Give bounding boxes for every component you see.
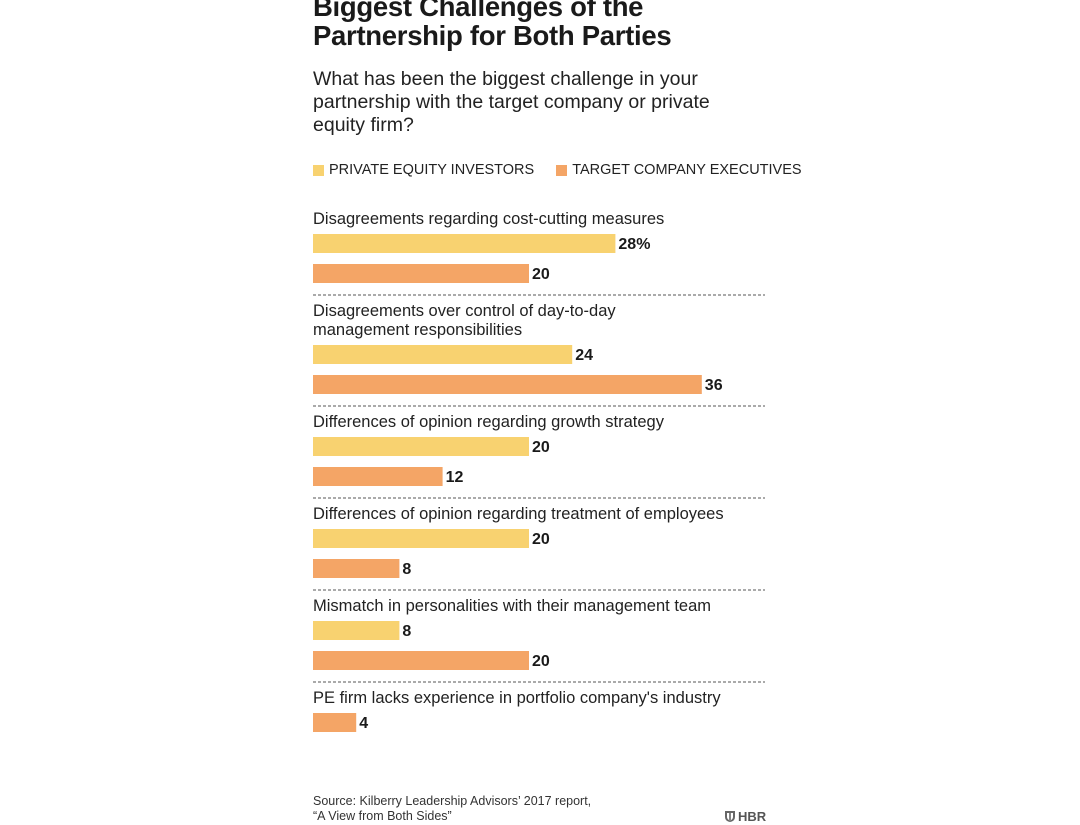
brand-text: HBR	[738, 809, 767, 824]
value-label-3-0: 20	[532, 531, 550, 548]
legend-label-target-executives: TARGET COMPANY EXECUTIVES	[572, 162, 802, 178]
value-label-2-0: 20	[532, 439, 550, 456]
bar-2-1	[313, 467, 443, 486]
legend: PRIVATE EQUITY INVESTORS TARGET COMPANY …	[313, 162, 824, 178]
bar-3-1	[313, 559, 400, 578]
bar-4-0	[313, 621, 400, 640]
value-label-3-1: 8	[402, 561, 411, 578]
legend-label-pe-investors: PRIVATE EQUITY INVESTORS	[329, 162, 535, 178]
bar-0-0	[313, 234, 616, 253]
category-label-3: Differences of opinion regarding treatme…	[313, 505, 724, 523]
value-label-5-1: 4	[359, 715, 368, 732]
legend-swatch-target-executives	[556, 164, 568, 176]
category-label-1: Disagreements over control of day-to-day…	[313, 302, 616, 339]
category-label-2: Differences of opinion regarding growth …	[313, 413, 665, 431]
bar-1-0	[313, 345, 573, 364]
value-label-2-1: 12	[446, 469, 464, 486]
category-label-0: Disagreements regarding cost-cutting mea…	[313, 210, 664, 228]
value-label-0-1: 20	[532, 266, 550, 283]
legend-item-pe-investors: PRIVATE EQUITY INVESTORS	[313, 162, 534, 178]
category-label-5: PE firm lacks experience in portfolio co…	[313, 689, 721, 707]
value-label-4-0: 8	[402, 623, 411, 640]
source-note: Source: Kilberry Leadership Advisors’ 20…	[313, 794, 592, 823]
bar-3-0	[313, 529, 529, 548]
value-label-4-1: 20	[532, 653, 550, 670]
bar-0-1	[313, 264, 529, 283]
bar-5-1	[313, 713, 357, 732]
category-label-4: Mismatch in personalities with their man…	[313, 597, 711, 615]
legend-item-target-executives: TARGET COMPANY EXECUTIVES	[556, 162, 802, 178]
chart-title: Biggest Challenges of the Partnership fo…	[313, 0, 672, 51]
chart-subtitle: What has been the biggest challenge in y…	[313, 68, 710, 136]
value-label-1-1: 36	[705, 377, 723, 394]
bar-2-0	[313, 437, 529, 456]
hbr-shield-icon	[725, 811, 735, 822]
value-label-0-0: 28%	[618, 236, 650, 253]
legend-swatch-pe-investors	[313, 164, 324, 176]
value-label-1-0: 24	[575, 347, 593, 364]
bar-4-1	[313, 651, 529, 670]
brand-logo: HBR	[725, 809, 766, 824]
bar-1-1	[313, 375, 702, 394]
